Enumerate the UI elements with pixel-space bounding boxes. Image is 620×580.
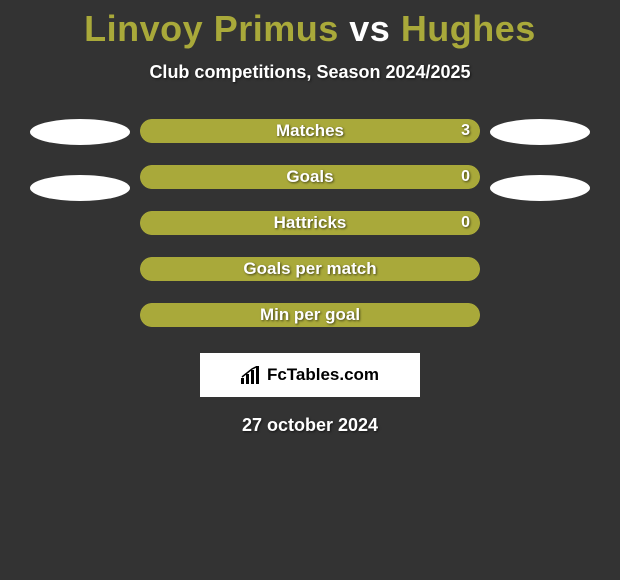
- bar-value: 0: [461, 214, 470, 232]
- bar-value: 3: [461, 122, 470, 140]
- left-ellipse-col: [20, 119, 140, 201]
- logo-box: FcTables.com: [200, 353, 420, 397]
- player1-name: Linvoy Primus: [84, 8, 339, 49]
- chart-area: Matches 3 Goals 0 Hattricks 0 Goals per …: [0, 119, 620, 327]
- bar-row-hattricks: Hattricks 0: [140, 211, 480, 235]
- date-text: 27 october 2024: [242, 415, 378, 436]
- right-ellipse: [490, 175, 590, 201]
- bar-chart-icon: [241, 366, 263, 384]
- subtitle: Club competitions, Season 2024/2025: [149, 62, 470, 83]
- player2-name: Hughes: [401, 8, 536, 49]
- bars-column: Matches 3 Goals 0 Hattricks 0 Goals per …: [140, 119, 480, 327]
- bar-row-matches: Matches 3: [140, 119, 480, 143]
- bar-row-min-per-goal: Min per goal: [140, 303, 480, 327]
- vs-text: vs: [349, 8, 390, 49]
- left-ellipse: [30, 175, 130, 201]
- bar-label: Matches: [276, 121, 344, 141]
- bar-row-goals: Goals 0: [140, 165, 480, 189]
- bar-label: Goals per match: [243, 259, 376, 279]
- page-title: Linvoy Primus vs Hughes: [84, 8, 536, 50]
- logo-text: FcTables.com: [267, 365, 379, 385]
- bar-row-goals-per-match: Goals per match: [140, 257, 480, 281]
- right-ellipse-col: [480, 119, 600, 201]
- bar-label: Min per goal: [260, 305, 360, 325]
- right-ellipse: [490, 119, 590, 145]
- left-ellipse: [30, 119, 130, 145]
- bar-label: Goals: [286, 167, 333, 187]
- bar-value: 0: [461, 168, 470, 186]
- infographic-container: Linvoy Primus vs Hughes Club competition…: [0, 0, 620, 436]
- bar-label: Hattricks: [274, 213, 347, 233]
